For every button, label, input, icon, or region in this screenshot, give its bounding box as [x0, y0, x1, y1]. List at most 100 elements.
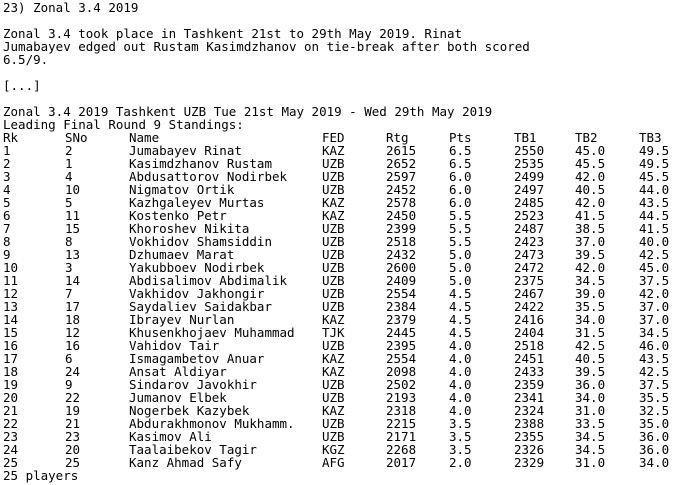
- cell-sno: 4: [65, 169, 73, 184]
- cell-rtg: 2597: [386, 169, 417, 184]
- cell-rtg: 2409: [386, 273, 417, 288]
- cell-sno: 19: [65, 403, 81, 418]
- standings-table-body: 1 2 Jumabayev Rinat KAZ 2615 6.5 2550 45.0 49.5 2…: [3, 144, 680, 469]
- table-row: 24 20 Taalaibekov Tagir KGZ 2268 3.5 2326 34.5 3…: [3, 443, 680, 456]
- cell-sno: 17: [65, 299, 81, 314]
- table-row: 20 22 Jumanov Elbek UZB 2193 4.0 2341 34.0 35.5: [3, 391, 680, 404]
- cell-rk: 7: [3, 221, 11, 236]
- cell-tb3: 42.0: [639, 286, 670, 301]
- cell-tb2: 45.0: [575, 143, 606, 158]
- cell-pts: 4.0: [449, 403, 472, 418]
- cell-tb2: 39.5: [575, 247, 606, 262]
- standings-header-row: Rk SNo Name FED Rtg Pts TB1 TB2 TB3: [3, 131, 680, 144]
- cell-rtg: 2395: [386, 338, 417, 353]
- cell-fed: UZB: [322, 273, 345, 288]
- cell-fed: KAZ: [322, 208, 345, 223]
- cell-tb2: 34.0: [575, 312, 606, 327]
- cell-tb1: 2341: [514, 390, 545, 405]
- table-row: 15 12 Khusenkhojaev Muhammad TJK 2445 4.5 2404…: [3, 326, 680, 339]
- cell-rk: 19: [3, 377, 19, 392]
- cell-tb1: 2518: [514, 338, 545, 353]
- cell-tb1: 2467: [514, 286, 545, 301]
- table-row: 21 19 Nogerbek Kazybek KAZ 2318 4.0 2324 31.0 32…: [3, 404, 680, 417]
- cell-fed: KAZ: [322, 143, 345, 158]
- cell-fed: UZB: [322, 260, 345, 275]
- cell-sno: 8: [65, 234, 73, 249]
- cell-name: Vokhidov Shamsiddin: [129, 234, 272, 249]
- cell-sno: 15: [65, 221, 81, 236]
- column-header-name: Name: [129, 130, 160, 145]
- cell-rk: 16: [3, 338, 19, 353]
- cell-fed: KAZ: [322, 364, 345, 379]
- cell-pts: 4.0: [449, 338, 472, 353]
- cell-pts: 6.5: [449, 156, 472, 171]
- cell-tb2: 40.5: [575, 351, 606, 366]
- cell-pts: 4.0: [449, 390, 472, 405]
- cell-name: Nigmatov Ortik: [129, 182, 235, 197]
- cell-rtg: 2318: [386, 403, 417, 418]
- cell-pts: 4.5: [449, 312, 472, 327]
- table-row: 2 1 Kasimdzhanov Rustam UZB 2652 6.5 2535 45.5 4…: [3, 157, 680, 170]
- cell-rk: 8: [3, 234, 11, 249]
- cell-pts: 5.0: [449, 260, 472, 275]
- cell-tb3: 34.0: [639, 455, 670, 470]
- column-header-tb2: TB2: [575, 130, 598, 145]
- cell-rk: 24: [3, 442, 19, 457]
- cell-name: Vahidov Tair: [129, 338, 220, 353]
- cell-tb1: 2416: [514, 312, 545, 327]
- cell-tb1: 2472: [514, 260, 545, 275]
- cell-rk: 23: [3, 429, 19, 444]
- table-row: 4 10 Nigmatov Ortik UZB 2452 6.0 2497 40.5 44.0: [3, 183, 680, 196]
- cell-tb2: 33.5: [575, 416, 606, 431]
- cell-tb2: 40.5: [575, 182, 606, 197]
- cell-tb3: 46.0: [639, 338, 670, 353]
- cell-pts: 6.5: [449, 143, 472, 158]
- cell-tb1: 2375: [514, 273, 545, 288]
- cell-tb1: 2499: [514, 169, 545, 184]
- cell-name: Abdisalimov Abdimalik: [129, 273, 288, 288]
- cell-name: Ibrayev Nurlan: [129, 312, 235, 327]
- cell-name: Jumabayev Rinat: [129, 143, 242, 158]
- cell-sno: 7: [65, 286, 73, 301]
- cell-sno: 2: [65, 143, 73, 158]
- standings-subtitle: Leading Final Round 9 Standings:: [3, 117, 244, 132]
- cell-tb2: 34.0: [575, 390, 606, 405]
- table-row: 12 7 Vakhidov Jakhongir UZB 2554 4.5 2467 39.0 4…: [3, 287, 680, 300]
- cell-tb2: 39.5: [575, 364, 606, 379]
- cell-tb2: 42.0: [575, 195, 606, 210]
- cell-sno: 16: [65, 338, 81, 353]
- cell-tb3: 37.0: [639, 299, 670, 314]
- cell-rtg: 2502: [386, 377, 417, 392]
- cell-tb1: 2329: [514, 455, 545, 470]
- cell-fed: KAZ: [322, 312, 345, 327]
- cell-name: Jumanov Elbek: [129, 390, 227, 405]
- cell-tb1: 2422: [514, 299, 545, 314]
- cell-pts: 6.0: [449, 182, 472, 197]
- cell-tb1: 2485: [514, 195, 545, 210]
- cell-pts: 3.5: [449, 429, 472, 444]
- table-row: 16 16 Vahidov Tair UZB 2395 4.0 2518 42.5 46.0: [3, 339, 680, 352]
- cell-tb1: 2523: [514, 208, 545, 223]
- cell-sno: 21: [65, 416, 81, 431]
- column-header-rtg: Rtg: [386, 130, 409, 145]
- cell-tb3: 49.5: [639, 156, 670, 171]
- cell-rk: 17: [3, 351, 19, 366]
- column-header-tb1: TB1: [514, 130, 537, 145]
- cell-tb3: 45.0: [639, 260, 670, 275]
- cell-sno: 12: [65, 325, 81, 340]
- cell-sno: 14: [65, 273, 81, 288]
- cell-tb3: 35.0: [639, 416, 670, 431]
- cell-tb3: 32.5: [639, 403, 670, 418]
- cell-rk: 9: [3, 247, 11, 262]
- table-row: 5 5 Kazhgaleyev Murtas KAZ 2578 6.0 2485 42.0 43…: [3, 196, 680, 209]
- cell-fed: UZB: [322, 182, 345, 197]
- cell-rtg: 2554: [386, 286, 417, 301]
- cell-fed: UZB: [322, 416, 345, 431]
- cell-pts: 4.5: [449, 299, 472, 314]
- cell-pts: 4.5: [449, 286, 472, 301]
- cell-rtg: 2452: [386, 182, 417, 197]
- cell-pts: 6.0: [449, 195, 472, 210]
- cell-sno: 1: [65, 156, 73, 171]
- cell-tb2: 37.0: [575, 234, 606, 249]
- cell-fed: KAZ: [322, 351, 345, 366]
